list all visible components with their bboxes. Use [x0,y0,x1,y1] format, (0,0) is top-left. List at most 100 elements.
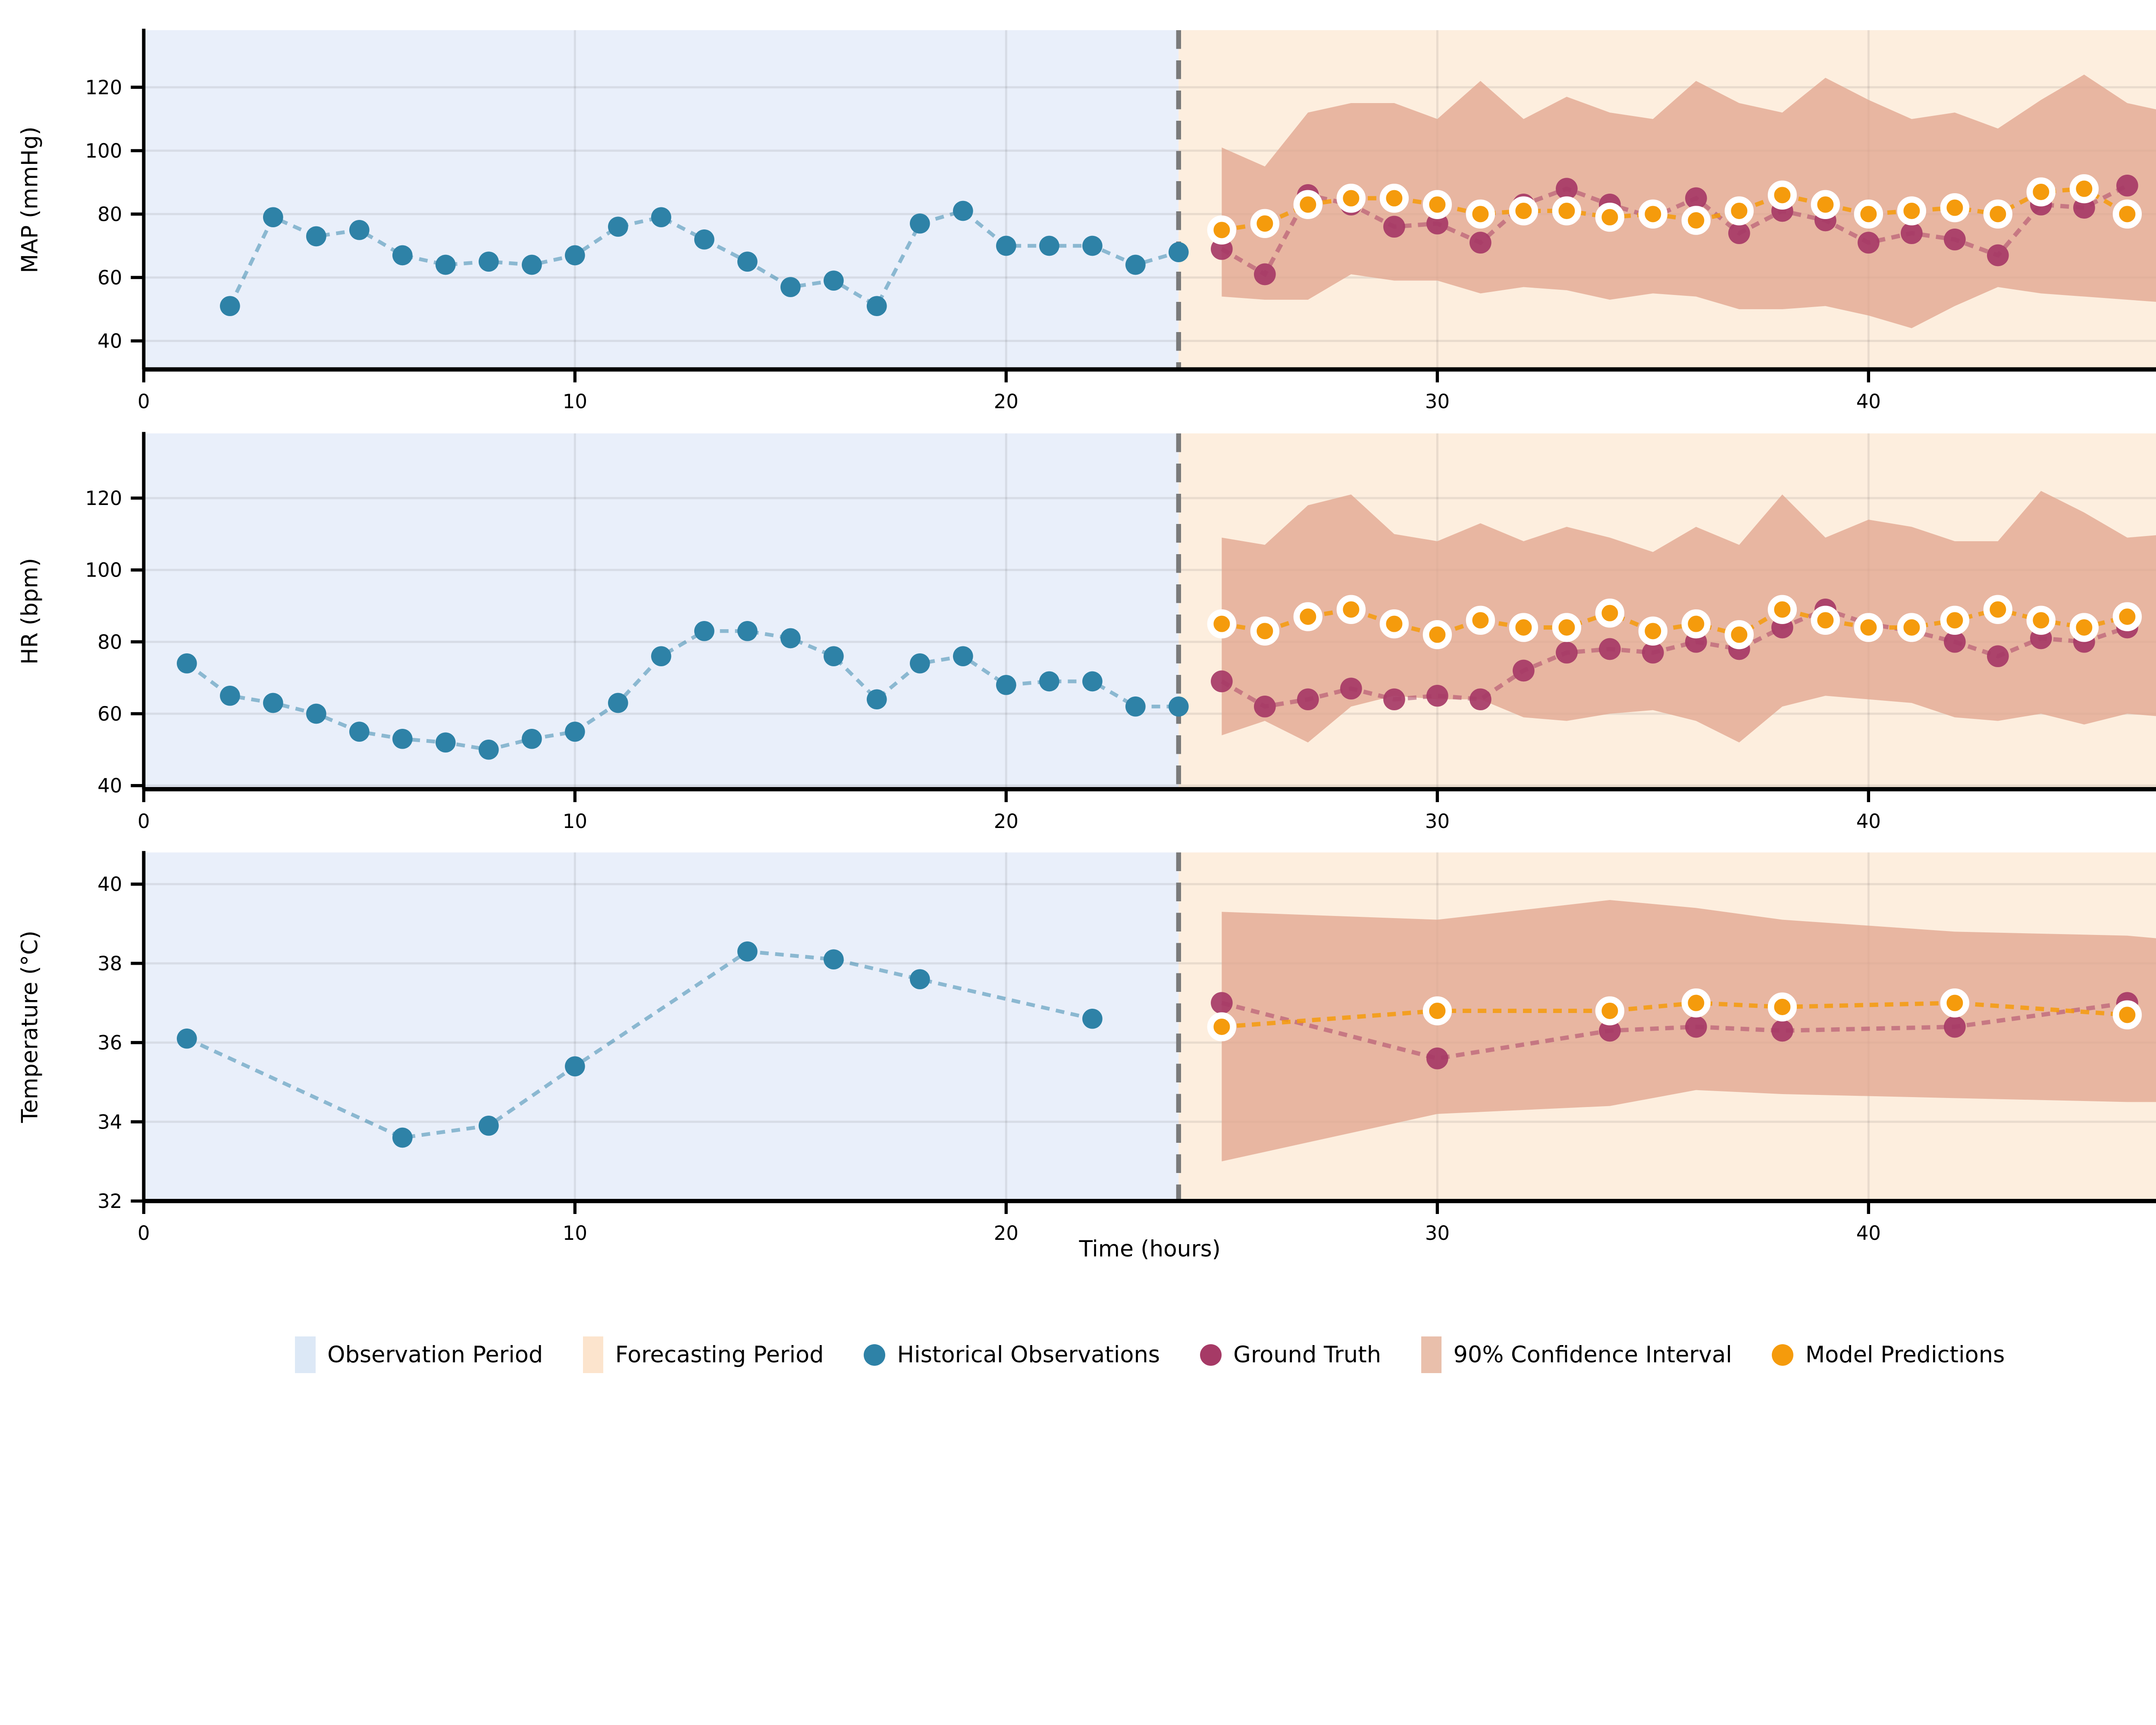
historical-observations-point [522,254,542,275]
ground-truth-point [1426,684,1448,707]
historical-observations-point [479,739,499,760]
historical-observations-point [651,207,671,227]
historical-observations-point [436,732,456,753]
model-predictions-point [1811,190,1840,219]
historical-observations-line [186,949,1093,1140]
model-predictions-point [1854,199,1883,229]
model-predictions-point [1207,1012,1236,1041]
x-tick-label: 10 [563,1222,587,1245]
model-predictions-point [1250,616,1279,646]
x-tick-label: 30 [1425,810,1450,833]
historical-observations-point [479,1115,499,1136]
ground-truth-point [1598,638,1621,660]
historical-observations-point [694,621,714,641]
ground-truth-point [1253,263,1276,285]
observation-period-region [144,433,1179,789]
model-predictions-point [1897,196,1926,226]
model-predictions-point [1940,605,1969,635]
y-tick-label: 80 [97,203,122,226]
x-tick-label: 10 [563,390,587,413]
x-tick-label: 10 [563,810,587,833]
historical-observations-point [1168,696,1189,717]
ground-truth-point [1857,232,1880,254]
model-predictions-point [1466,605,1495,635]
model-predictions-point [1423,190,1452,219]
ground-truth-point [1210,238,1233,260]
ground-truth-point [1512,659,1535,682]
x-tick-label: 20 [994,810,1018,833]
historical-observations-point [349,721,370,742]
model-predictions-point [1293,602,1322,631]
historical-observations-point [565,721,585,742]
x-tick-label: 40 [1856,1222,1881,1245]
ground-truth-point [1728,222,1750,244]
y-tick-label: 36 [97,1032,122,1054]
y-tick-label: 80 [97,630,122,653]
map-panel: 40 60 80 100 120 0 10 20 30 40 MAP (mmHg) [17,28,2156,413]
model-predictions-point [1724,620,1754,649]
ground-truth-point [1943,228,1966,251]
model-predictions-point [1250,209,1279,238]
ground-truth-point [1210,992,1233,1014]
historical-observations-point [608,216,628,237]
historical-observations-point [1168,242,1189,262]
ground-truth-point [1340,677,1362,699]
historical-observations-point [737,941,758,962]
ground-truth-point [1426,212,1448,235]
legend-label: 90% Confidence Interval [1453,1342,1732,1368]
historical-observations-point [306,703,326,724]
model-predictions-point [1379,609,1409,639]
model-predictions-point [1423,996,1452,1026]
ground-truth-point [2073,197,2095,219]
model-predictions-point [1207,609,1236,639]
y-tick-label: 60 [97,703,122,725]
model-predictions-point [1379,183,1409,213]
historical-observations-point [737,251,758,272]
historical-observations-point [392,245,413,266]
historical-observations-point [1125,254,1146,275]
historical-observations-point [996,235,1016,256]
historical-observations-point [263,207,283,227]
x-tick-label: 40 [1856,810,1881,833]
model-predictions-point [2026,605,2056,635]
y-tick-label: 40 [97,775,122,797]
model-predictions-point [1854,613,1883,642]
model-predictions-point [2112,1000,2142,1029]
y-tick-label: 120 [85,76,122,99]
legend-label: Model Predictions [1805,1342,2005,1368]
historical-observations-point [177,653,197,674]
y-tick-label: 60 [97,266,122,289]
model-predictions-point [1336,183,1366,213]
confidence-interval-swatch [1421,1336,1442,1374]
model-predictions-point [1595,202,1624,232]
model-predictions-point [1767,595,1797,624]
historical-observations-point [565,245,585,266]
historical-observations [177,941,1103,1148]
ground-truth-point [1598,1019,1621,1042]
temperature-axis-label: Temperature (°C) [17,931,43,1123]
ground-truth-point [1426,1047,1448,1070]
forecast-figure: 40 60 80 100 120 0 10 20 30 40 MAP (mmHg) 40 60 80 100… [17,28,2156,1374]
ground-truth-point [1555,178,1578,200]
legend-label: Historical Observations [897,1342,1160,1368]
model-predictions-point [2069,174,2099,204]
model-predictions-point [1466,199,1495,229]
historical-observations-point [996,674,1016,695]
historical-observations-point [780,628,801,649]
historical-observations-point [953,646,973,666]
model-predictions-point [1983,199,2012,229]
historical-observations-point [306,226,326,247]
hr-panel: 40 60 80 100 120 0 10 20 30 40 HR (bpm) [17,432,2156,833]
model-predictions-point [1811,605,1840,635]
y-tick-label: 120 [85,487,122,510]
historical-observations-point [1125,696,1146,717]
model-predictions-point [1509,196,1538,226]
y-tick-label: 32 [97,1190,122,1213]
historical-observations-point [522,728,542,749]
model-predictions-line [1221,607,2128,637]
historical-observations-point [824,270,844,291]
ground-truth-point [1943,1016,1966,1038]
historical-observations-point [220,296,240,316]
legend-item-ground-truth: Ground Truth [1200,1342,1381,1368]
